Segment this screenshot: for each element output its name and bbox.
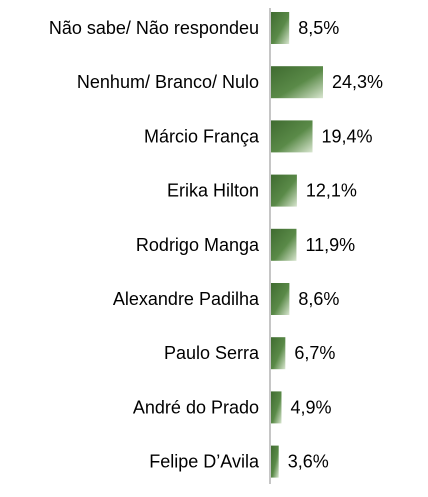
bar-row: Paulo Serra 6,7%: [164, 337, 335, 370]
category-label: André do Prado: [133, 397, 259, 417]
data-label: 11,9%: [305, 235, 355, 255]
bar-row: André do Prado 4,9%: [133, 391, 332, 424]
data-label: 8,5%: [298, 18, 339, 38]
data-label: 8,6%: [298, 289, 339, 309]
category-label: Não sabe/ Não respondeu: [49, 18, 259, 38]
bar: [271, 445, 279, 478]
bar-row: Alexandre Padilha 8,6%: [113, 283, 339, 315]
bar: [271, 120, 313, 153]
bar-row: Márcio França 19,4%: [144, 120, 373, 153]
bar-row: Felipe D’Avila 3,6%: [149, 445, 329, 478]
category-label: Paulo Serra: [164, 343, 260, 363]
bar: [271, 66, 323, 99]
data-label: 12,1%: [306, 181, 357, 201]
category-label: Nenhum/ Branco/ Nulo: [77, 72, 259, 92]
bar: [271, 228, 297, 261]
data-label: 19,4%: [322, 126, 373, 146]
data-label: 3,6%: [288, 452, 329, 472]
category-label: Erika Hilton: [167, 181, 259, 201]
bar: [271, 174, 297, 207]
bar-row: Nenhum/ Branco/ Nulo 24,3%: [77, 66, 383, 99]
data-label: 6,7%: [294, 343, 335, 363]
bars-layer: Não sabe/ Não respondeu 8,5% Nenhum/ Branc…: [49, 12, 383, 478]
data-label: 24,3%: [332, 72, 383, 92]
category-label: Rodrigo Manga: [136, 235, 260, 255]
bar: [271, 391, 282, 424]
category-label: Alexandre Padilha: [113, 289, 260, 309]
bar-row: Não sabe/ Não respondeu 8,5%: [49, 12, 339, 44]
category-label: Márcio França: [144, 126, 260, 146]
data-label: 4,9%: [290, 397, 331, 417]
bar-row: Erika Hilton 12,1%: [167, 174, 357, 207]
bar-row: Rodrigo Manga 11,9%: [136, 228, 355, 261]
bar: [271, 12, 290, 44]
category-label: Felipe D’Avila: [149, 452, 260, 472]
bar: [271, 337, 286, 370]
bar: [271, 283, 290, 315]
